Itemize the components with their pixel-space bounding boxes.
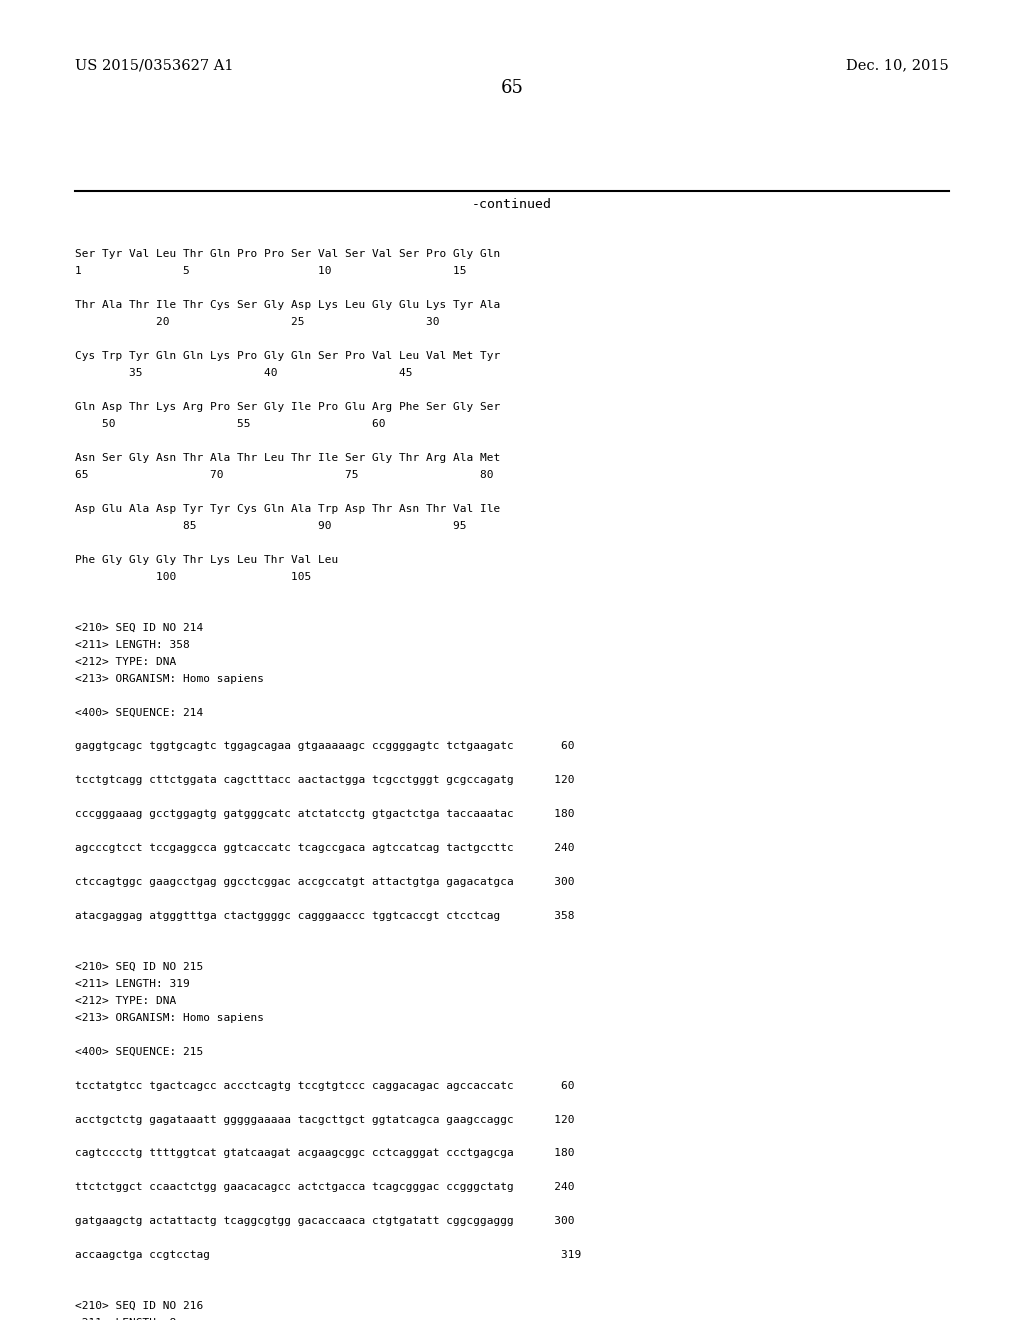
Text: ctccagtggc gaagcctgag ggcctcggac accgccatgt attactgtga gagacatgca      300: ctccagtggc gaagcctgag ggcctcggac accgcca…	[75, 876, 574, 887]
Text: <400> SEQUENCE: 215: <400> SEQUENCE: 215	[75, 1047, 203, 1057]
Text: cccgggaaag gcctggagtg gatgggcatc atctatcctg gtgactctga taccaaatac      180: cccgggaaag gcctggagtg gatgggcatc atctatc…	[75, 809, 574, 820]
Text: <211> LENGTH: 319: <211> LENGTH: 319	[75, 979, 189, 989]
Text: <211> LENGTH: 8: <211> LENGTH: 8	[75, 1319, 176, 1320]
Text: <212> TYPE: DNA: <212> TYPE: DNA	[75, 995, 176, 1006]
Text: tcctatgtcc tgactcagcc accctcagtg tccgtgtccc caggacagac agccaccatc       60: tcctatgtcc tgactcagcc accctcagtg tccgtgt…	[75, 1081, 574, 1090]
Text: <213> ORGANISM: Homo sapiens: <213> ORGANISM: Homo sapiens	[75, 673, 264, 684]
Text: <210> SEQ ID NO 215: <210> SEQ ID NO 215	[75, 962, 203, 972]
Text: acctgctctg gagataaatt gggggaaaaa tacgcttgct ggtatcagca gaagccaggc      120: acctgctctg gagataaatt gggggaaaaa tacgctt…	[75, 1114, 574, 1125]
Text: gaggtgcagc tggtgcagtc tggagcagaa gtgaaaaagc ccggggagtc tctgaagatc       60: gaggtgcagc tggtgcagtc tggagcagaa gtgaaaa…	[75, 742, 574, 751]
Text: <210> SEQ ID NO 214: <210> SEQ ID NO 214	[75, 623, 203, 632]
Text: ttctctggct ccaactctgg gaacacagcc actctgacca tcagcgggac ccgggctatg      240: ttctctggct ccaactctgg gaacacagcc actctga…	[75, 1183, 574, 1192]
Text: <213> ORGANISM: Homo sapiens: <213> ORGANISM: Homo sapiens	[75, 1012, 264, 1023]
Text: 100                 105: 100 105	[75, 572, 311, 582]
Text: 65: 65	[501, 79, 523, 98]
Text: Asp Glu Ala Asp Tyr Tyr Cys Gln Ala Trp Asp Thr Asn Thr Val Ile: Asp Glu Ala Asp Tyr Tyr Cys Gln Ala Trp …	[75, 504, 500, 513]
Text: gatgaagctg actattactg tcaggcgtgg gacaccaaca ctgtgatatt cggcggaggg      300: gatgaagctg actattactg tcaggcgtgg gacacca…	[75, 1216, 574, 1226]
Text: Cys Trp Tyr Gln Gln Lys Pro Gly Gln Ser Pro Val Leu Val Met Tyr: Cys Trp Tyr Gln Gln Lys Pro Gly Gln Ser …	[75, 351, 500, 362]
Text: Phe Gly Gly Gly Thr Lys Leu Thr Val Leu: Phe Gly Gly Gly Thr Lys Leu Thr Val Leu	[75, 554, 338, 565]
Text: 50                  55                  60: 50 55 60	[75, 420, 385, 429]
Text: Gln Asp Thr Lys Arg Pro Ser Gly Ile Pro Glu Arg Phe Ser Gly Ser: Gln Asp Thr Lys Arg Pro Ser Gly Ile Pro …	[75, 403, 500, 412]
Text: Dec. 10, 2015: Dec. 10, 2015	[847, 58, 949, 73]
Text: <400> SEQUENCE: 214: <400> SEQUENCE: 214	[75, 708, 203, 718]
Text: 1               5                   10                  15: 1 5 10 15	[75, 267, 466, 276]
Text: tcctgtcagg cttctggata cagctttacc aactactgga tcgcctgggt gcgccagatg      120: tcctgtcagg cttctggata cagctttacc aactact…	[75, 775, 574, 785]
Text: -continued: -continued	[472, 198, 552, 211]
Text: 85                  90                  95: 85 90 95	[75, 521, 466, 531]
Text: <211> LENGTH: 358: <211> LENGTH: 358	[75, 640, 189, 649]
Text: Asn Ser Gly Asn Thr Ala Thr Leu Thr Ile Ser Gly Thr Arg Ala Met: Asn Ser Gly Asn Thr Ala Thr Leu Thr Ile …	[75, 453, 500, 463]
Text: agcccgtcct tccgaggcca ggtcaccatc tcagccgaca agtccatcag tactgccttc      240: agcccgtcct tccgaggcca ggtcaccatc tcagccg…	[75, 843, 574, 853]
Text: Ser Tyr Val Leu Thr Gln Pro Pro Ser Val Ser Val Ser Pro Gly Gln: Ser Tyr Val Leu Thr Gln Pro Pro Ser Val …	[75, 249, 500, 260]
Text: accaagctga ccgtcctag                                                    319: accaagctga ccgtcctag 319	[75, 1250, 581, 1261]
Text: US 2015/0353627 A1: US 2015/0353627 A1	[75, 58, 233, 73]
Text: Thr Ala Thr Ile Thr Cys Ser Gly Asp Lys Leu Gly Glu Lys Tyr Ala: Thr Ala Thr Ile Thr Cys Ser Gly Asp Lys …	[75, 301, 500, 310]
Text: atacgaggag atgggtttga ctactggggc cagggaaccc tggtcaccgt ctcctcag        358: atacgaggag atgggtttga ctactggggc cagggaa…	[75, 911, 574, 921]
Text: 65                  70                  75                  80: 65 70 75 80	[75, 470, 494, 480]
Text: cagtcccctg ttttggtcat gtatcaagat acgaagcggc cctcagggat ccctgagcga      180: cagtcccctg ttttggtcat gtatcaagat acgaagc…	[75, 1148, 574, 1159]
Text: 20                  25                  30: 20 25 30	[75, 317, 439, 327]
Text: 35                  40                  45: 35 40 45	[75, 368, 413, 379]
Text: <212> TYPE: DNA: <212> TYPE: DNA	[75, 656, 176, 667]
Text: <210> SEQ ID NO 216: <210> SEQ ID NO 216	[75, 1302, 203, 1311]
